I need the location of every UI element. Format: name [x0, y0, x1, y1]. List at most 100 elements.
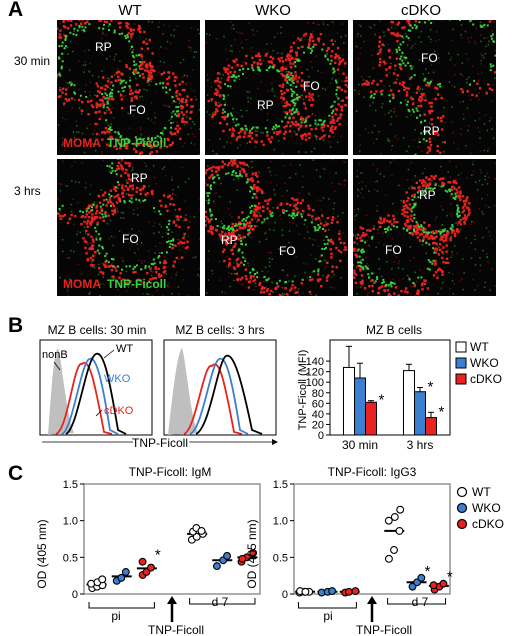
- tnp-ficoll-signal: [135, 264, 138, 267]
- moma-signal: [330, 50, 334, 53]
- micrograph-speckle: [466, 177, 468, 179]
- moma-signal: [122, 195, 125, 198]
- tnp-ficoll-signal: [114, 131, 117, 134]
- micrograph-speckle: [112, 117, 115, 119]
- micrograph-speckle: [97, 273, 100, 276]
- moma-signal: [168, 194, 171, 197]
- tnp-ficoll-signal: [121, 32, 124, 35]
- moma-signal: [146, 80, 150, 84]
- moma-signal: [265, 52, 268, 56]
- moma-signal: [244, 275, 248, 278]
- micrograph-speckle: [481, 210, 483, 213]
- micrograph-speckle: [96, 47, 99, 50]
- micrograph-speckle: [474, 238, 476, 241]
- micrograph-speckle: [109, 96, 111, 99]
- moma-signal: [74, 23, 78, 26]
- moma-signal: [331, 125, 334, 128]
- moma-signal: [232, 232, 235, 235]
- micrograph-speckle: [301, 94, 304, 97]
- moma-signal: [415, 91, 419, 94]
- tnp-ficoll-signal: [109, 126, 112, 129]
- tnp-ficoll-signal: [452, 196, 455, 199]
- moma-signal: [225, 243, 228, 246]
- moma-signal: [127, 32, 131, 35]
- moma-signal: [460, 87, 463, 91]
- micrograph-speckle: [297, 129, 300, 132]
- moma-signal: [285, 79, 289, 83]
- tnp-ficoll-signal: [151, 136, 154, 139]
- micrograph-speckle: [94, 94, 96, 97]
- micrograph-speckle: [486, 183, 489, 185]
- moma-signal: [284, 287, 287, 290]
- tnp-ficoll-signal: [420, 120, 423, 123]
- micrograph-speckle: [324, 235, 327, 238]
- micrograph-speckle: [193, 135, 196, 138]
- micrograph-speckle: [354, 89, 356, 91]
- moma-signal: [135, 95, 138, 98]
- moma-signal: [228, 262, 231, 265]
- moma-signal: [461, 91, 464, 94]
- moma-signal: [162, 71, 166, 74]
- micrograph-speckle: [425, 293, 427, 296]
- micrograph-speckle: [171, 193, 174, 196]
- tnp-ficoll-signal: [323, 247, 326, 250]
- data-point-wko: [117, 573, 126, 582]
- tnp-ficoll-signal: [249, 271, 252, 274]
- micrograph-speckle: [131, 189, 134, 191]
- micrograph-speckle: [76, 230, 79, 233]
- tnp-ficoll-signal: [316, 229, 319, 232]
- micrograph-speckle: [231, 50, 233, 53]
- moma-signal: [220, 237, 223, 241]
- micrograph-speckle: [450, 195, 452, 198]
- micrograph-speckle: [132, 265, 135, 268]
- micrograph-speckle: [66, 290, 69, 293]
- tnp-ficoll-signal: [248, 228, 251, 231]
- tnp-ficoll-signal: [323, 243, 326, 246]
- micrograph-speckle: [390, 149, 393, 151]
- moma-signal: [250, 131, 254, 135]
- micrograph-speckle: [462, 118, 465, 120]
- micrograph-speckle: [460, 33, 462, 36]
- moma-signal: [176, 129, 179, 133]
- moma-signal: [141, 187, 144, 190]
- micrograph-speckle: [381, 103, 384, 105]
- moma-signal: [289, 62, 292, 65]
- tnp-ficoll-signal: [287, 76, 290, 79]
- tnp-ficoll-signal: [326, 58, 329, 61]
- moma-signal: [465, 198, 468, 201]
- moma-signal: [390, 223, 394, 226]
- tnp-ficoll-signal: [412, 228, 415, 231]
- micrograph-speckle: [288, 230, 291, 232]
- moma-signal: [387, 292, 391, 296]
- moma-signal: [288, 109, 292, 112]
- micrograph-speckle: [134, 174, 136, 177]
- moma-signal: [413, 193, 416, 196]
- tnp-ficoll-signal: [314, 227, 317, 230]
- moma-signal: [433, 241, 436, 245]
- moma-signal: [226, 78, 229, 82]
- tnp-ficoll-signal: [399, 101, 402, 104]
- moma-signal: [367, 81, 370, 85]
- moma-signal: [231, 222, 234, 226]
- moma-signal: [89, 99, 93, 103]
- micrograph-speckle: [161, 131, 163, 134]
- tnp-ficoll-signal: [290, 113, 293, 116]
- micrograph-speckle: [481, 183, 484, 186]
- bracket-d7: [387, 598, 447, 605]
- micrograph-speckle: [272, 206, 275, 209]
- moma-signal: [111, 213, 115, 216]
- tnp-ficoll-signal: [144, 266, 147, 269]
- micrograph-speckle: [383, 44, 386, 47]
- micrograph-speckle: [442, 253, 444, 255]
- micrograph-speckle: [207, 279, 210, 281]
- tnp-ficoll-signal: [271, 65, 274, 68]
- micrograph-speckle: [219, 226, 222, 228]
- tnp-ficoll-signal: [128, 140, 131, 143]
- tnp-ficoll-signal: [337, 97, 340, 100]
- tnp-ficoll-signal: [115, 186, 118, 189]
- micrograph-speckle: [66, 288, 69, 291]
- micrograph-speckle: [298, 233, 301, 235]
- micrograph-speckle: [167, 93, 170, 96]
- micrograph-speckle: [211, 118, 214, 121]
- moma-signal: [427, 184, 430, 187]
